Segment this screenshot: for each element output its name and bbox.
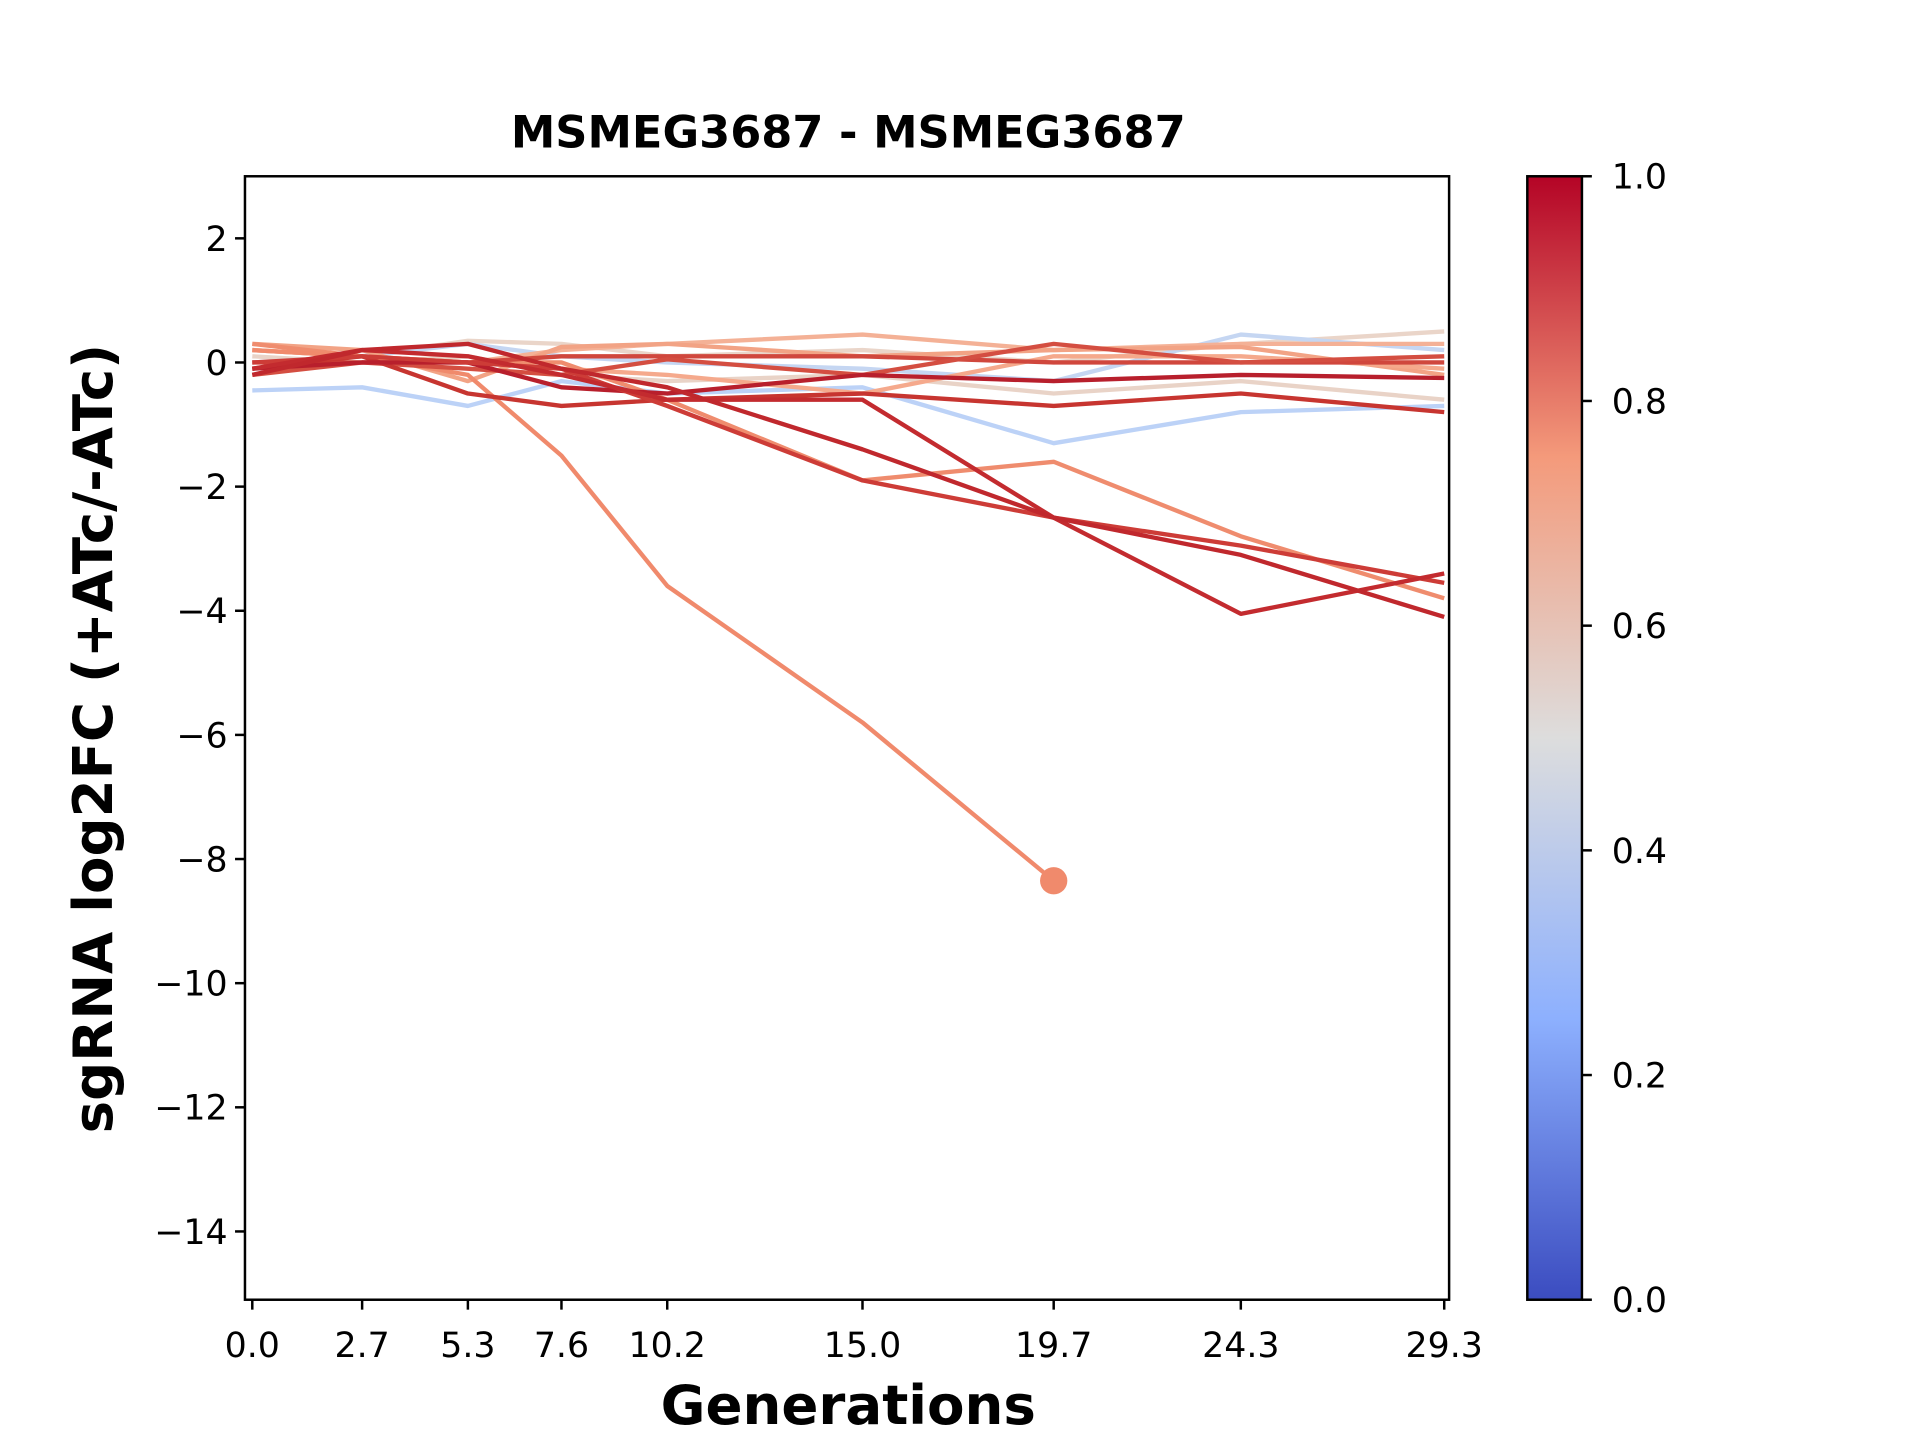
series-line: [251, 341, 1445, 620]
y-tick-label: −10: [154, 965, 227, 1005]
y-axis-label: sgRNA log2FC (+ATc/-ATc): [61, 344, 125, 1133]
y-tick-label: −8: [176, 840, 227, 880]
x-axis-label: Generations: [661, 1373, 1036, 1437]
colorbar-tick-label: 0.6: [1612, 607, 1667, 647]
y-tick-label: −12: [154, 1089, 227, 1129]
y-tick-label: 2: [205, 220, 227, 260]
x-tick-label: 19.7: [1015, 1326, 1092, 1366]
x-tick-label: 7.6: [534, 1326, 589, 1366]
colorbar: [1526, 175, 1584, 1301]
chart-title: MSMEG3687 - MSMEG3687: [511, 107, 1186, 159]
x-tick-label: 2.7: [334, 1326, 389, 1366]
y-tick-label: −4: [176, 592, 227, 632]
y-tick-label: 0: [205, 344, 227, 384]
series-line: [252, 354, 1445, 585]
y-tick-label: −14: [154, 1213, 227, 1253]
x-tick-label: 5.3: [440, 1326, 495, 1366]
x-tick-label: 0.0: [225, 1326, 280, 1366]
x-tick-label: 15.0: [824, 1326, 901, 1366]
series-marker: [1040, 867, 1068, 895]
colorbar-tick-label: 0.2: [1612, 1056, 1667, 1096]
y-tick-label: −6: [176, 716, 227, 756]
colorbar-tick-label: 1.0: [1612, 158, 1667, 198]
series-line: [252, 360, 1445, 396]
x-tick-label: 10.2: [629, 1326, 706, 1366]
x-tick-label: 29.3: [1406, 1326, 1483, 1366]
colorbar-tick-label: 0.8: [1612, 382, 1667, 422]
y-tick-label: −2: [176, 468, 227, 508]
colorbar-tick-label: 0.4: [1612, 832, 1667, 872]
axes-frame: [243, 175, 1451, 1301]
plot-area: [251, 329, 1445, 895]
x-tick-label: 24.3: [1202, 1326, 1279, 1366]
series-line: [251, 347, 1445, 617]
series-line: [252, 347, 1056, 883]
colorbar-tick-label: 0.0: [1612, 1281, 1667, 1321]
